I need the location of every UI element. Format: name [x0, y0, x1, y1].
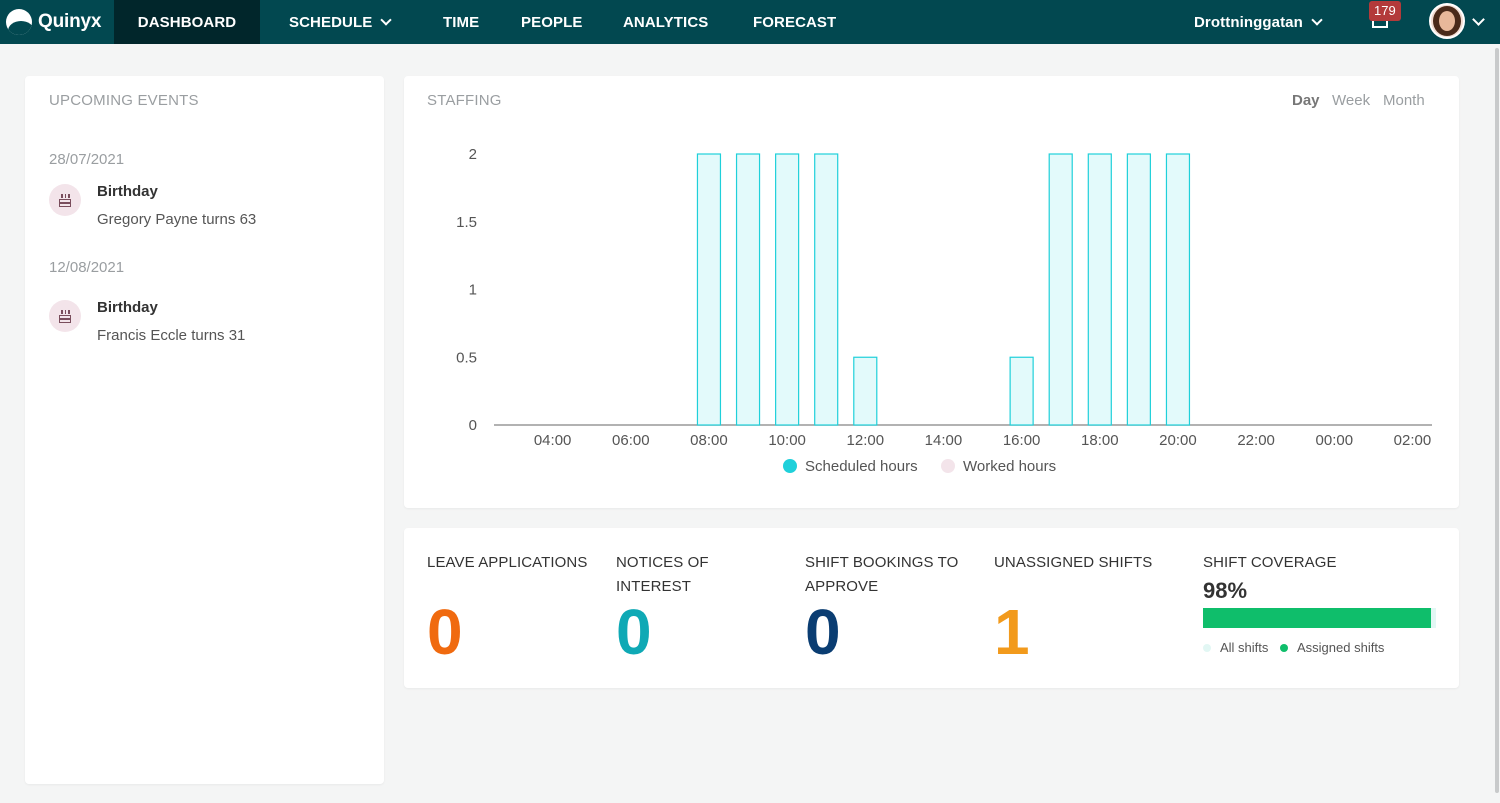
x-tick-label: 18:00 — [1081, 432, 1119, 449]
scheduled-hours-bar — [735, 153, 761, 426]
scheduled-hours-bar — [1126, 153, 1151, 426]
nav-forecast-label: FORECAST — [753, 13, 837, 31]
avatar-face — [1439, 11, 1455, 31]
nav-analytics-label: ANALYTICS — [623, 13, 709, 31]
event-description: Gregory Payne turns 63 — [97, 211, 257, 228]
event-title: Birthday — [97, 299, 158, 316]
upcoming-events-card: UPCOMING EVENTS 28/07/2021 Birthday Greg… — [25, 76, 384, 784]
scheduled-hours-bar — [1009, 356, 1034, 426]
scheduled-hours-bar — [696, 153, 722, 426]
nav-people[interactable]: PEOPLE — [521, 0, 582, 44]
x-tick-label: 16:00 — [1003, 432, 1041, 449]
nav-dashboard-label: DASHBOARD — [137, 13, 237, 31]
x-tick-label: 08:00 — [690, 432, 728, 449]
nav-time[interactable]: TIME — [443, 0, 479, 44]
all-shifts-label: All shifts — [1220, 640, 1269, 655]
event-date: 28/07/2021 — [49, 151, 125, 168]
event-description: Francis Eccle turns 31 — [97, 327, 246, 344]
all-shifts-dot — [1203, 643, 1211, 652]
notification-badge[interactable]: 179 — [1369, 1, 1401, 21]
legend-worked-dot — [941, 459, 955, 473]
legend-worked-label: Worked hours — [963, 458, 1056, 475]
assigned-shifts-dot — [1280, 643, 1288, 652]
staffing-card: STAFFING Day Week Month 0 0.5 1 1.5 2 04:00 06… — [404, 76, 1459, 508]
y-tick-label: 0.5 — [456, 349, 477, 366]
coverage-legend-assigned: Assigned shifts — [1280, 640, 1384, 655]
brand-name: Quinyx — [38, 11, 102, 32]
chevron-down-icon[interactable] — [1472, 13, 1485, 26]
quinyx-logo[interactable]: Quinyx — [0, 0, 114, 44]
scheduled-hours-bar — [814, 153, 839, 426]
assigned-shifts-label: Assigned shifts — [1297, 640, 1385, 655]
x-tick-label: 04:00 — [534, 432, 572, 449]
legend-scheduled-label: Scheduled hours — [805, 458, 918, 475]
leave-applications-count[interactable]: 0 — [427, 596, 463, 668]
notices-of-interest-label: NOTICES OF INTEREST — [616, 554, 709, 595]
range-tab-week[interactable]: Week — [1332, 92, 1371, 109]
leave-applications-label: LEAVE APPLICATIONS — [427, 554, 588, 571]
x-tick-label: 00:00 — [1316, 432, 1354, 449]
shift-coverage-percent: 98% — [1203, 578, 1248, 603]
chevron-down-icon — [380, 13, 392, 26]
unassigned-shifts-count[interactable]: 1 — [994, 596, 1030, 668]
staffing-title: STAFFING — [427, 92, 502, 109]
user-avatar[interactable] — [1429, 3, 1465, 39]
upcoming-events-title: UPCOMING EVENTS — [49, 92, 199, 109]
range-tab-month[interactable]: Month — [1383, 92, 1425, 109]
nav-schedule[interactable]: SCHEDULE — [289, 0, 392, 44]
range-tab-day[interactable]: Day — [1292, 92, 1320, 109]
quinyx-logo-icon — [6, 9, 32, 35]
scheduled-hours-bar — [853, 356, 878, 426]
nav-people-label: PEOPLE — [521, 13, 583, 31]
x-tick-label: 02:00 — [1394, 432, 1432, 449]
x-tick-label: 14:00 — [925, 432, 963, 449]
top-nav-bar: Quinyx DASHBOARD SCHEDULE TIME PEOPLE AN… — [0, 0, 1500, 44]
x-tick-label: 06:00 — [612, 432, 650, 449]
unassigned-shifts-label: UNASSIGNED SHIFTS — [994, 554, 1153, 571]
shift-coverage-fill — [1203, 608, 1432, 628]
nav-dashboard[interactable]: DASHBOARD — [114, 0, 260, 44]
stats-card: LEAVE APPLICATIONS 0 NOTICES OF INTEREST… — [404, 528, 1459, 688]
y-tick-label: 0 — [469, 417, 477, 434]
scheduled-hours-bar — [1048, 153, 1073, 426]
unit-selector-label: Drottninggatan — [1194, 13, 1303, 31]
shift-bookings-label: SHIFT BOOKINGS TO APPROVE — [805, 554, 959, 595]
scheduled-hours-bar — [1087, 153, 1112, 426]
x-tick-label: 20:00 — [1159, 432, 1197, 449]
shift-coverage-bar — [1203, 608, 1436, 628]
nav-schedule-label: SCHEDULE — [289, 13, 373, 31]
birthday-cake-icon — [49, 184, 81, 216]
unit-selector[interactable]: Drottninggatan — [1194, 0, 1323, 44]
shift-bookings-count[interactable]: 0 — [805, 596, 841, 668]
scrollbar-thumb[interactable] — [1495, 48, 1499, 793]
nav-forecast[interactable]: FORECAST — [753, 0, 836, 44]
nav-analytics[interactable]: ANALYTICS — [623, 0, 708, 44]
event-title: Birthday — [97, 183, 158, 200]
y-tick-label: 1.5 — [456, 214, 477, 231]
scheduled-hours-bar — [775, 153, 800, 426]
shift-coverage-label: SHIFT COVERAGE — [1203, 554, 1337, 571]
chevron-down-icon — [1311, 13, 1323, 26]
scheduled-hours-bar — [1165, 153, 1191, 426]
y-tick-label: 1 — [469, 282, 477, 299]
birthday-cake-icon — [49, 300, 81, 332]
legend-scheduled-dot — [783, 459, 797, 473]
coverage-legend-all: All shifts — [1203, 640, 1268, 655]
x-tick-label: 22:00 — [1237, 432, 1275, 449]
x-tick-label: 12:00 — [847, 432, 885, 449]
y-tick-label: 2 — [469, 146, 477, 163]
staffing-chart: 0 0.5 1 1.5 2 04:00 06:00 08:00 10:00 12:00 14:00 1… — [456, 146, 1432, 475]
notices-of-interest-count[interactable]: 0 — [616, 596, 652, 668]
event-date: 12/08/2021 — [49, 259, 125, 276]
x-tick-label: 10:00 — [768, 432, 806, 449]
nav-time-label: TIME — [443, 13, 480, 31]
